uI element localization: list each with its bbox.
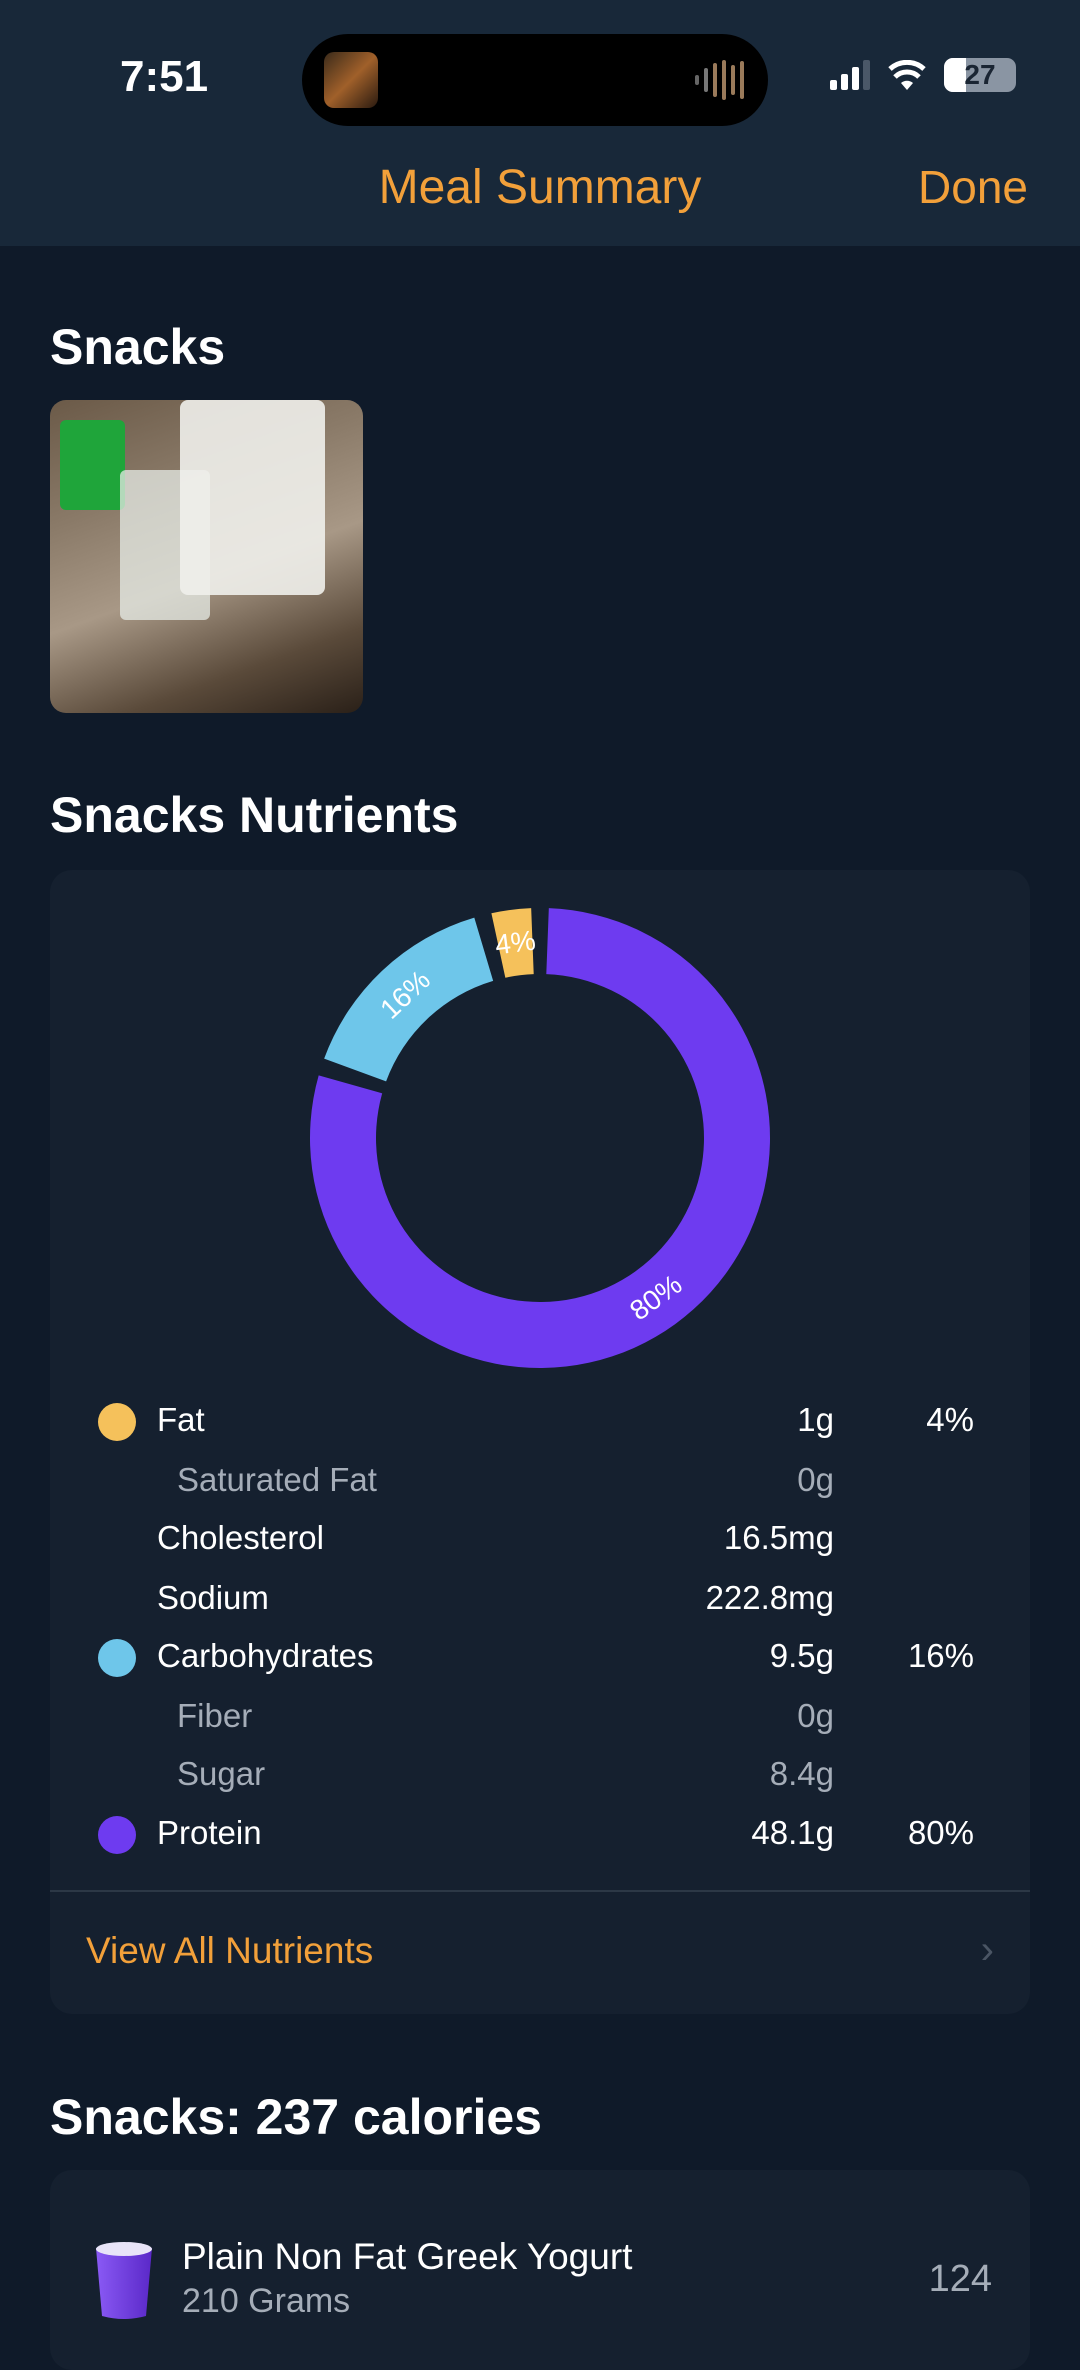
legend-dot-icon (98, 1639, 136, 1677)
food-quantity: 210 Grams (182, 2282, 351, 2320)
macro-donut-chart: 80%16%4% (310, 908, 770, 1368)
view-all-label: View All Nutrients (86, 1930, 374, 1971)
chevron-right-icon: › (980, 1928, 994, 1972)
done-button[interactable]: Done (918, 161, 1028, 213)
food-name: Plain Non Fat Greek Yogurt (182, 2236, 633, 2277)
nutrient-row: Protein 48.1g 80% (50, 1808, 1030, 1858)
donut-slice-fat (491, 908, 534, 978)
yogurt-cup-icon (96, 2242, 152, 2319)
nutrient-amount: 16.5mg (723, 1519, 834, 1556)
legend-dot-icon (98, 1403, 136, 1441)
audio-waveform-icon (695, 60, 744, 100)
nutrient-name: Saturated Fat (177, 1461, 377, 1498)
nutrient-percent: 80% (907, 1814, 974, 1851)
view-all-nutrients-button[interactable]: View All Nutrients › (50, 1892, 1030, 2014)
nutrient-amount: 48.1g (751, 1814, 834, 1851)
meal-title: Snacks (50, 319, 226, 375)
food-item[interactable]: Plain Non Fat Greek Yogurt 210 Grams 124 (50, 2170, 1030, 2370)
legend-dot-icon (98, 1816, 136, 1854)
status-time: 7:51 (120, 52, 209, 101)
nutrient-row: Saturated Fat 0g (50, 1455, 1030, 1505)
nutrient-row: Sugar 8.4g (50, 1749, 1030, 1799)
cellular-signal-icon (830, 60, 870, 90)
food-calories: 124 (928, 2258, 992, 2300)
nutrient-percent: 16% (907, 1637, 974, 1674)
nutrient-name: Sodium (157, 1579, 269, 1616)
dynamic-island[interactable] (302, 34, 768, 126)
nutrient-name: Protein (157, 1814, 262, 1851)
nutrient-name: Fat (157, 1401, 205, 1438)
nutrient-row: Fiber 0g (50, 1691, 1030, 1741)
nutrient-amount: 8.4g (769, 1755, 834, 1792)
nutrient-row: Sodium 222.8mg (50, 1573, 1030, 1623)
battery-icon: 27 (944, 58, 1016, 92)
donut-label-fat: 4% (493, 925, 537, 961)
nutrient-name: Carbohydrates (157, 1637, 374, 1674)
nutrient-amount: 0g (797, 1461, 834, 1498)
nutrient-row: Fat 1g 4% (50, 1395, 1030, 1445)
nutrient-name: Sugar (177, 1755, 266, 1792)
donut-slice-carbohydrates (324, 917, 494, 1082)
wifi-icon (888, 60, 926, 90)
now-playing-artwork (324, 52, 378, 108)
nutrient-name: Cholesterol (157, 1519, 324, 1556)
page-title: Meal Summary (378, 161, 702, 214)
nutrients-title: Snacks Nutrients (50, 787, 459, 843)
calories-title: Snacks: 237 calories (50, 2089, 542, 2145)
nutrient-row: Cholesterol 16.5mg (50, 1513, 1030, 1563)
meal-photo[interactable] (50, 400, 363, 713)
nutrient-name: Fiber (177, 1697, 253, 1734)
battery-level: 27 (964, 59, 996, 90)
divider (50, 1890, 1030, 1892)
nutrient-amount: 222.8mg (705, 1579, 834, 1616)
nutrient-amount: 9.5g (769, 1637, 834, 1674)
nutrients-card (50, 870, 1030, 2014)
navigation-header: 7:51 27 Meal Summary Done (0, 0, 1080, 246)
nutrient-percent: 4% (926, 1401, 974, 1438)
nutrient-row: Carbohydrates 9.5g 16% (50, 1631, 1030, 1681)
nutrient-amount: 1g (797, 1401, 834, 1438)
nutrient-amount: 0g (797, 1697, 834, 1734)
